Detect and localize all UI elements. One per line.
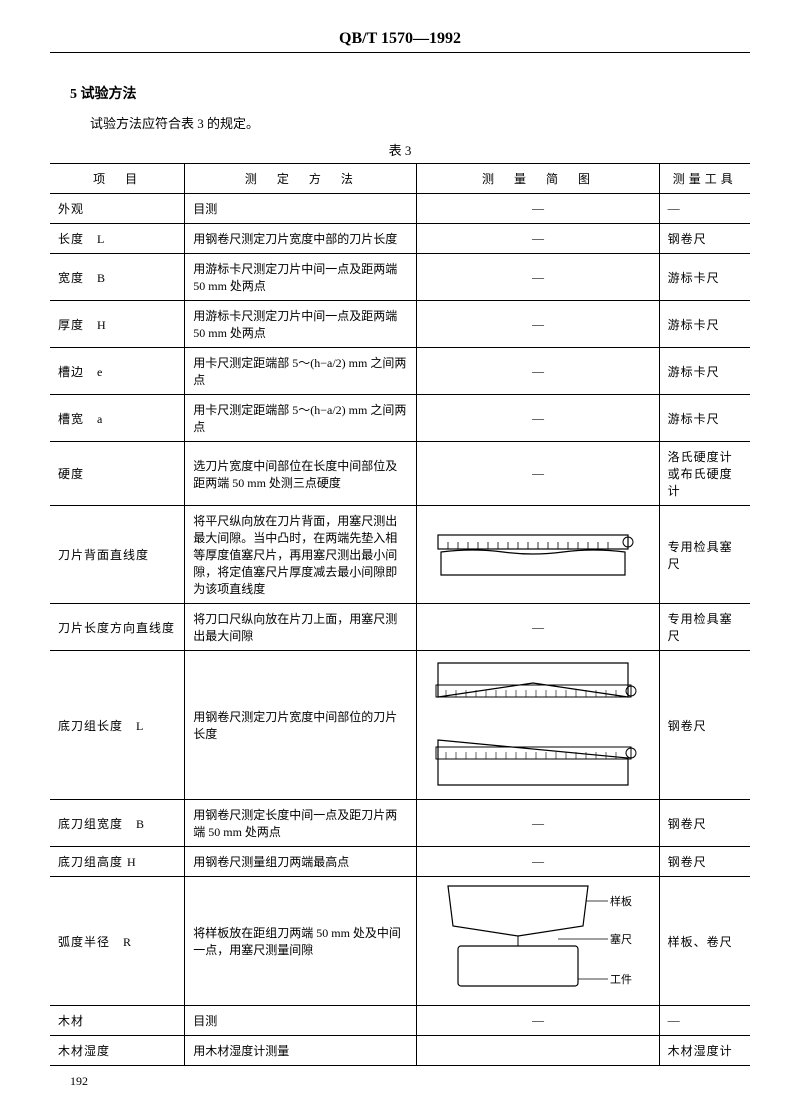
cell-item: 弧度半径 R xyxy=(50,877,185,1006)
cell-diagram xyxy=(417,651,659,800)
label-template: 样板 xyxy=(610,894,632,908)
test-methods-table: 项 目 测 定 方 法 测 量 简 图 测量工具 外观目测——长度 L用钢卷尺测… xyxy=(50,163,750,1066)
cell-method: 选刀片宽度中间部位在长度中间部位及距两端 50 mm 处测三点硬度 xyxy=(185,442,417,506)
cell-method: 用卡尺测定距端部 5～(h−a/2) mm 之间两点 xyxy=(185,395,417,442)
table-header-row: 项 目 测 定 方 法 测 量 简 图 测量工具 xyxy=(50,164,750,194)
cell-item: 厚度 H xyxy=(50,301,185,348)
cell-item: 槽宽 a xyxy=(50,395,185,442)
cell-tool: 钢卷尺 xyxy=(659,224,750,254)
cell-item: 底刀组长度 L xyxy=(50,651,185,800)
cell-item: 木材 xyxy=(50,1006,185,1036)
cell-method: 用钢卷尺测定刀片宽度中间部位的刀片长度 xyxy=(185,651,417,800)
cell-diagram: — xyxy=(417,847,659,877)
cell-method: 将刀口尺纵向放在片刀上面，用塞尺测出最大间隙 xyxy=(185,604,417,651)
table-row: 槽边 e用卡尺测定距端部 5～(h−a/2) mm 之间两点—游标卡尺 xyxy=(50,348,750,395)
cell-method: 用钢卷尺测定长度中间一点及距刀片两端 50 mm 处两点 xyxy=(185,800,417,847)
label-workpiece: 工件 xyxy=(610,973,632,986)
table-caption: 表 3 xyxy=(50,140,750,159)
cell-diagram: 样板 塞尺 工件 xyxy=(417,877,659,1006)
cell-diagram: — xyxy=(417,604,659,651)
cell-diagram: — xyxy=(417,1006,659,1036)
cell-tool: 专用检具塞尺 xyxy=(659,506,750,604)
table-row: 外观目测—— xyxy=(50,194,750,224)
table-row: 木材湿度用木材湿度计测量 木材湿度计 xyxy=(50,1036,750,1066)
table-row: 槽宽 a用卡尺测定距端部 5～(h−a/2) mm 之间两点—游标卡尺 xyxy=(50,395,750,442)
cell-diagram: — xyxy=(417,348,659,395)
cell-diagram xyxy=(417,506,659,604)
document-page: QB/T 1570—1992 5 试验方法 试验方法应符合表 3 的规定。 表 … xyxy=(0,0,800,1109)
cell-tool: 游标卡尺 xyxy=(659,348,750,395)
cell-method: 将样板放在距组刀两端 50 mm 处及中间一点，用塞尺测量间隙 xyxy=(185,877,417,1006)
table-row: 厚度 H用游标卡尺测定刀片中间一点及距两端 50 mm 处两点—游标卡尺 xyxy=(50,301,750,348)
two-blades-diagram xyxy=(428,655,648,795)
intro-paragraph: 试验方法应符合表 3 的规定。 xyxy=(90,113,750,132)
cell-tool: 木材湿度计 xyxy=(659,1036,750,1066)
cell-tool: 洛氏硬度计或布氏硬度计 xyxy=(659,442,750,506)
cell-diagram xyxy=(417,1036,659,1066)
cell-item: 底刀组宽度 B xyxy=(50,800,185,847)
table-row: 宽度 B用游标卡尺测定刀片中间一点及距两端 50 mm 处两点—游标卡尺 xyxy=(50,254,750,301)
cell-item: 长度 L xyxy=(50,224,185,254)
cell-diagram: — xyxy=(417,254,659,301)
table-row: 刀片背面直线度将平尺纵向放在刀片背面，用塞尺测出最大间隙。当中凸时，在两端先垫入… xyxy=(50,506,750,604)
table-row: 弧度半径 R将样板放在距组刀两端 50 mm 处及中间一点，用塞尺测量间隙 样板… xyxy=(50,877,750,1006)
section-title-text: 试验方法 xyxy=(81,87,137,102)
table-row: 底刀组高度 H用钢卷尺测量组刀两端最高点—钢卷尺 xyxy=(50,847,750,877)
table-row: 硬度选刀片宽度中间部位在长度中间部位及距两端 50 mm 处测三点硬度—洛氏硬度… xyxy=(50,442,750,506)
cell-diagram: — xyxy=(417,224,659,254)
cell-item: 外观 xyxy=(50,194,185,224)
cell-item: 槽边 e xyxy=(50,348,185,395)
col-header-item: 项 目 xyxy=(50,164,185,194)
table-row: 底刀组长度 L用钢卷尺测定刀片宽度中间部位的刀片长度 xyxy=(50,651,750,800)
cell-method: 目测 xyxy=(185,1006,417,1036)
cell-method: 用游标卡尺测定刀片中间一点及距两端 50 mm 处两点 xyxy=(185,301,417,348)
cell-tool: 钢卷尺 xyxy=(659,800,750,847)
cell-diagram: — xyxy=(417,442,659,506)
cell-item: 木材湿度 xyxy=(50,1036,185,1066)
cell-method: 将平尺纵向放在刀片背面，用塞尺测出最大间隙。当中凸时，在两端先垫入相等厚度值塞尺… xyxy=(185,506,417,604)
cell-diagram: — xyxy=(417,194,659,224)
cell-method: 目测 xyxy=(185,194,417,224)
ruler-blade-diagram xyxy=(433,530,643,580)
cell-tool: 专用检具塞尺 xyxy=(659,604,750,651)
col-header-method: 测 定 方 法 xyxy=(185,164,417,194)
standard-code-header: QB/T 1570—1992 xyxy=(50,30,750,53)
cell-item: 硬度 xyxy=(50,442,185,506)
cell-tool: 游标卡尺 xyxy=(659,301,750,348)
cell-diagram: — xyxy=(417,800,659,847)
cell-tool: 钢卷尺 xyxy=(659,651,750,800)
col-header-tool: 测量工具 xyxy=(659,164,750,194)
cell-item: 刀片长度方向直线度 xyxy=(50,604,185,651)
cell-item: 底刀组高度 H xyxy=(50,847,185,877)
cell-diagram: — xyxy=(417,395,659,442)
section-number: 5 xyxy=(70,87,77,102)
cell-item: 宽度 B xyxy=(50,254,185,301)
cell-tool: — xyxy=(659,1006,750,1036)
cell-item: 刀片背面直线度 xyxy=(50,506,185,604)
table-row: 木材目测—— xyxy=(50,1006,750,1036)
cell-method: 用卡尺测定距端部 5～(h−a/2) mm 之间两点 xyxy=(185,348,417,395)
section-heading: 5 试验方法 xyxy=(70,83,750,103)
template-gauge-diagram: 样板 塞尺 工件 xyxy=(428,881,648,1001)
cell-method: 用游标卡尺测定刀片中间一点及距两端 50 mm 处两点 xyxy=(185,254,417,301)
cell-tool: — xyxy=(659,194,750,224)
cell-tool: 样板、卷尺 xyxy=(659,877,750,1006)
cell-method: 用木材湿度计测量 xyxy=(185,1036,417,1066)
table-row: 长度 L用钢卷尺测定刀片宽度中部的刀片长度—钢卷尺 xyxy=(50,224,750,254)
table-row: 刀片长度方向直线度将刀口尺纵向放在片刀上面，用塞尺测出最大间隙—专用检具塞尺 xyxy=(50,604,750,651)
cell-diagram: — xyxy=(417,301,659,348)
cell-tool: 游标卡尺 xyxy=(659,254,750,301)
cell-tool: 钢卷尺 xyxy=(659,847,750,877)
col-header-diagram: 测 量 简 图 xyxy=(417,164,659,194)
page-number: 192 xyxy=(70,1074,750,1089)
cell-tool: 游标卡尺 xyxy=(659,395,750,442)
table-row: 底刀组宽度 B用钢卷尺测定长度中间一点及距刀片两端 50 mm 处两点—钢卷尺 xyxy=(50,800,750,847)
cell-method: 用钢卷尺测量组刀两端最高点 xyxy=(185,847,417,877)
label-gauge: 塞尺 xyxy=(610,932,632,946)
cell-method: 用钢卷尺测定刀片宽度中部的刀片长度 xyxy=(185,224,417,254)
